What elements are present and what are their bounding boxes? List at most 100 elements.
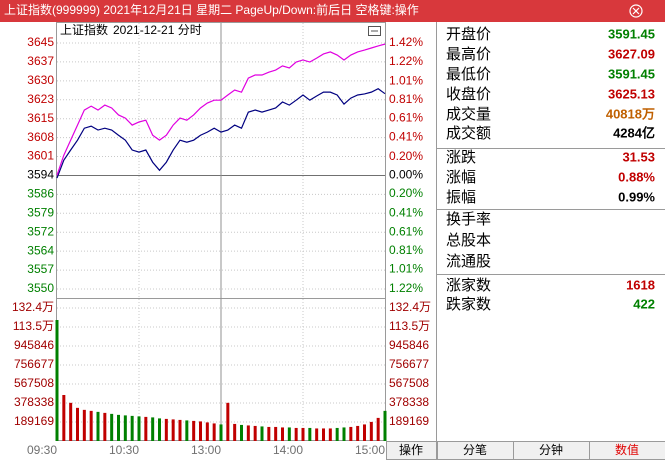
y2-tick-label: 0.41%	[389, 206, 423, 220]
y-tick-label: 3579	[27, 205, 54, 219]
y-tick-label: 945846	[14, 338, 54, 352]
y2-tick-label: 0.81%	[389, 92, 423, 106]
y2-tick-label: 0.20%	[389, 186, 423, 200]
volume-bar	[233, 423, 237, 441]
quote-value: 0.88%	[618, 169, 655, 184]
volume-bar	[322, 428, 325, 441]
y-tick-label: 378338	[14, 395, 54, 409]
x-tick-label: 10:30	[109, 443, 139, 457]
volume-bar	[110, 413, 114, 441]
volume-bar	[212, 423, 216, 441]
y-tick-label: 113.5万	[13, 319, 54, 333]
volume-bar	[192, 420, 196, 441]
quote-value: 3591.45	[608, 66, 655, 81]
volume-bar	[199, 421, 202, 441]
y-tick-label: 3645	[27, 35, 54, 49]
volume-bar	[82, 409, 86, 441]
y-tick-label: 3557	[27, 262, 54, 276]
y-tick-label: 3630	[27, 73, 54, 87]
panel-icon[interactable]	[368, 26, 381, 36]
quote-label: 开盘价	[446, 25, 491, 43]
quote-value: 422	[633, 296, 655, 311]
volume-bar	[103, 412, 107, 441]
quote-value: 1618	[626, 277, 655, 292]
volume-bar	[96, 411, 100, 441]
y2-tick-label: 1.22%	[389, 281, 423, 295]
tab-label: 数值	[615, 442, 639, 457]
y2-tick-label: 113.5万	[389, 319, 430, 333]
volume-bar	[76, 407, 79, 441]
chart-subtitle: 2021-12-21 分时	[113, 23, 202, 37]
tab[interactable]: 数值	[589, 441, 665, 460]
volume-bar	[376, 417, 380, 441]
tab-operate[interactable]: 操作	[386, 441, 437, 460]
y2-tick-label: 189169	[389, 414, 429, 428]
volume-bar	[369, 421, 373, 441]
volume-bar	[267, 426, 271, 441]
quote-value: 40818万	[606, 106, 655, 121]
volume-bar	[281, 427, 284, 441]
quote-value: 3625.13	[608, 86, 655, 101]
volume-bar	[151, 417, 155, 441]
y-tick-label: 3615	[27, 111, 54, 125]
close-cross	[632, 7, 640, 15]
volume-bar	[356, 425, 360, 441]
volume-bar	[328, 428, 332, 441]
volume-bar	[260, 426, 264, 441]
y2-tick-label: 567508	[389, 376, 429, 390]
volume-bar	[308, 427, 312, 441]
y-tick-label: 3623	[27, 92, 54, 106]
quote-label: 收盘价	[446, 85, 491, 103]
volume-bar	[240, 424, 243, 441]
volume-bar	[205, 422, 209, 441]
y2-tick-label: 1.01%	[389, 73, 423, 87]
tab-label: 操作	[399, 442, 423, 457]
volume-bar	[137, 416, 141, 441]
volume-bar	[349, 426, 353, 441]
quote-label: 跌家数	[446, 296, 491, 313]
chart-title: 上证指数	[60, 22, 108, 37]
quote-label: 涨跌	[446, 149, 476, 166]
volume-bar	[69, 402, 73, 441]
y2-tick-label: 0.00%	[389, 167, 423, 181]
quote-label: 最低价	[446, 66, 491, 83]
tab[interactable]: 分钟	[513, 441, 590, 460]
volume-bar	[301, 427, 305, 441]
y2-tick-label: 0.61%	[389, 224, 423, 238]
volume-bar	[185, 420, 189, 441]
y2-tick-label: 756677	[389, 357, 429, 371]
x-tick-label: 15:00	[355, 443, 385, 457]
y2-tick-label: 945846	[389, 338, 429, 352]
volume-bar	[55, 320, 59, 441]
volume-bar	[342, 427, 346, 441]
x-tick-label: 14:00	[273, 443, 303, 457]
y-tick-label: 3637	[27, 54, 54, 68]
y2-tick-label: 0.61%	[389, 111, 423, 125]
quote-label: 换手率	[446, 211, 491, 228]
volume-bar	[246, 425, 250, 441]
quote-label: 成交额	[446, 124, 491, 142]
quote-value: 3591.45	[608, 26, 655, 41]
quote-label: 涨家数	[446, 277, 491, 294]
close-circle	[629, 4, 643, 18]
quote-value: 4284亿	[613, 125, 655, 140]
volume-bar	[89, 410, 93, 441]
y-tick-label: 189169	[14, 414, 54, 428]
volume-bar	[315, 428, 319, 441]
title-text: 上证指数(999999) 2021年12月21日 星期二 PageUp/Down…	[4, 2, 419, 17]
y-tick-label: 3572	[27, 224, 54, 238]
volume-bar	[130, 415, 134, 441]
y-tick-label: 756677	[14, 357, 54, 371]
volume-bar	[62, 394, 66, 441]
close-button[interactable]	[629, 4, 643, 18]
volume-bar	[294, 427, 298, 441]
y2-tick-label: 132.4万	[389, 300, 431, 314]
y-tick-label: 132.4万	[12, 300, 54, 314]
volume-bar	[274, 426, 278, 441]
volume-bar	[219, 424, 223, 441]
volume-bar	[363, 424, 366, 441]
tab[interactable]: 分笔	[437, 441, 514, 460]
